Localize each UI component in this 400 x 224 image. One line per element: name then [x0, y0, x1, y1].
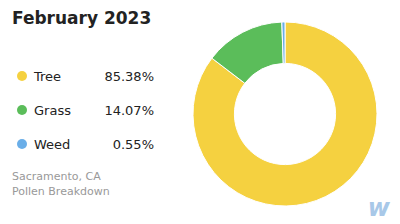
legend-label: Grass [34, 103, 71, 118]
subtitle-line: Pollen Breakdown [12, 185, 110, 198]
legend-swatch [17, 105, 27, 115]
legend-value: 14.07% [104, 103, 154, 118]
legend-label: Weed [34, 137, 70, 152]
subtitle-line: Sacramento, CA [12, 170, 101, 183]
donut [193, 22, 377, 206]
legend-value: 0.55% [113, 137, 154, 152]
slice [212, 22, 283, 83]
legend-swatch [17, 139, 27, 149]
annotation: w [368, 194, 391, 222]
slice [193, 22, 377, 206]
legend-swatch [17, 71, 27, 81]
legend-label: Tree [33, 69, 61, 84]
subtitle: Sacramento, CA Pollen Breakdown [12, 170, 110, 198]
legend: Tree 85.38% Grass 14.07% Weed 0.55% [17, 69, 154, 152]
slice [282, 22, 285, 63]
legend-value: 85.38% [104, 69, 154, 84]
title: February 2023 [12, 8, 151, 28]
chart: February 2023 Tree 85.38% Grass 14.07% Weed 0.… [0, 0, 400, 224]
